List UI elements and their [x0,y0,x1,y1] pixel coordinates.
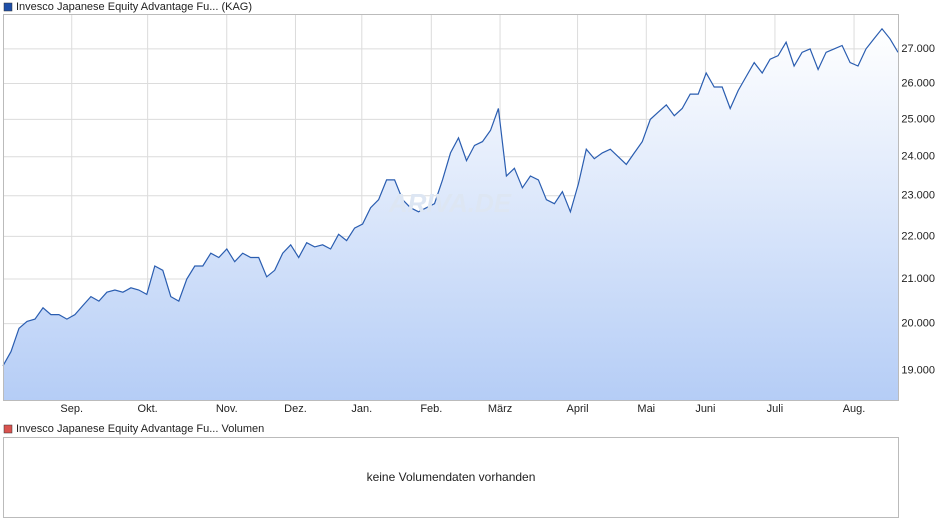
x-tick-label: Feb. [420,403,442,415]
volume-frame [3,437,899,518]
y-tick-label: 26.000 [901,77,935,89]
x-tick-label: Juni [695,403,715,415]
y-tick-label: 24.000 [901,151,935,163]
x-tick-label: Sep. [60,403,83,415]
price-line [2,27,899,367]
watermark: ARIVA.DE [388,188,512,218]
x-tick-label: Juli [767,403,784,415]
volume-legend: Invesco Japanese Equity Advantage Fu... … [16,423,264,435]
y-tick-label: 22.000 [901,230,935,242]
x-tick-label: März [488,403,512,415]
x-tick-label: Dez. [284,403,307,415]
y-tick-label: 19.000 [901,365,935,377]
x-tick-label: Okt. [138,403,158,415]
legend-swatch [3,424,13,434]
volume-message: keine Volumendaten vorhanden [367,470,536,484]
legend-swatch [3,2,13,12]
y-tick-label: 27.000 [901,43,935,55]
x-tick-label: Nov. [216,403,238,415]
plot-frame [3,14,899,401]
legend-label: Invesco Japanese Equity Advantage Fu... … [16,1,252,13]
y-tick-label: 21.000 [901,273,935,285]
x-tick-label: Mai [637,403,655,415]
y-tick-label: 23.000 [901,190,935,202]
y-tick-label: 25.000 [901,113,935,125]
x-tick-label: Aug. [843,403,866,415]
x-tick-label: Jan. [351,403,372,415]
y-tick-label: 20.000 [901,318,935,330]
x-tick-label: April [567,403,589,415]
area-fill [3,28,898,401]
